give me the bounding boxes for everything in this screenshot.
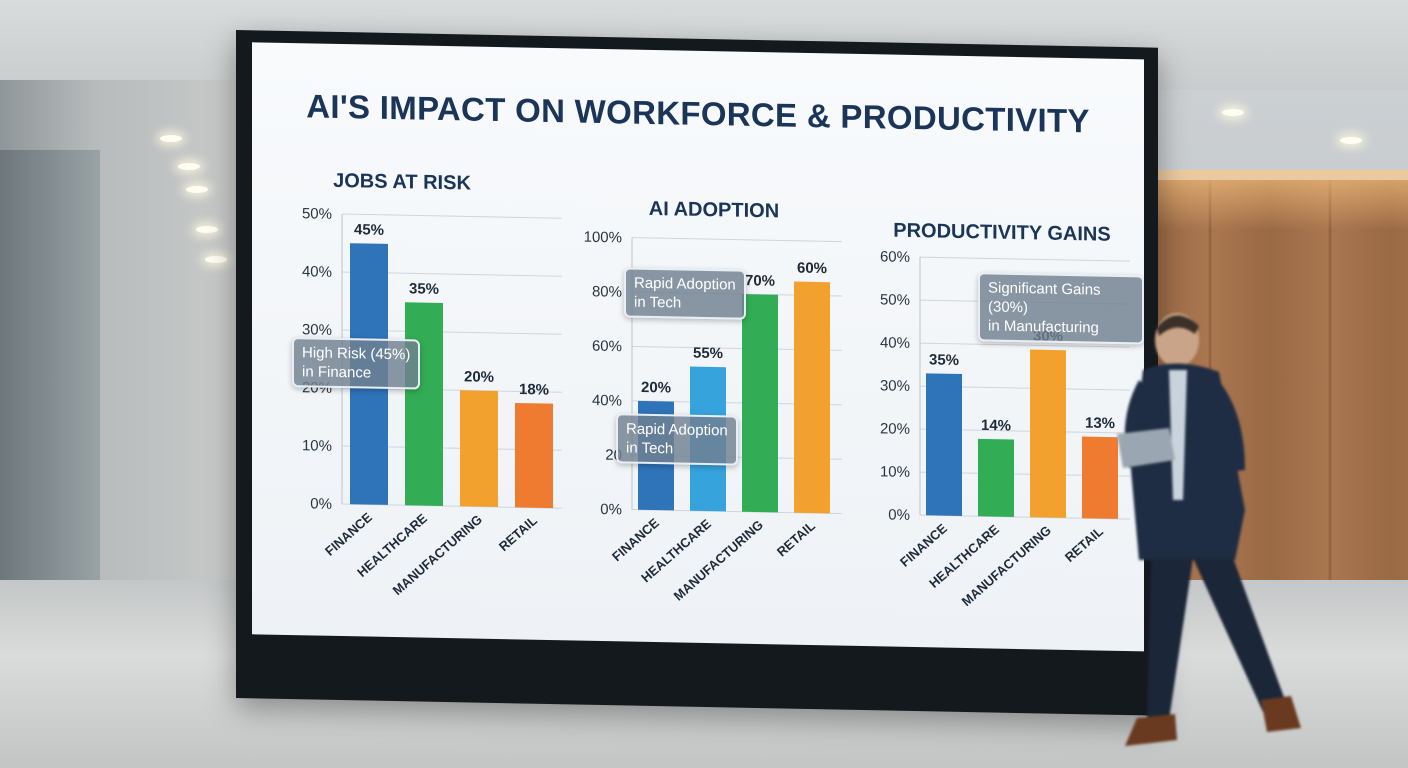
callout-rapid-adoption-bottom: Rapid Adoption in Tech (616, 413, 738, 466)
data-label-retail: 18% (519, 381, 549, 399)
data-label-finance: 45% (354, 221, 384, 239)
category-label-retail: RETAIL (774, 518, 818, 559)
callout-line: Rapid Adoption (626, 420, 728, 440)
chart-jobs-at-risk: JOBS AT RISK 0% 10% 20% 30% 40% 50% 45% FINANCE 3… (252, 42, 562, 640)
display-screen: AI'S IMPACT ON WORKFORCE & PRODUCTIVITY … (252, 42, 1144, 652)
y-tick-label: 60% (592, 338, 622, 356)
y-tick-label: 10% (302, 437, 332, 455)
bar-healthcare (405, 302, 443, 506)
y-tick-label: 10% (880, 463, 910, 481)
data-label-healthcare: 55% (693, 345, 723, 363)
chart-title-ai-adoption: AI ADOPTION (649, 198, 779, 223)
category-label-retail: RETAIL (496, 513, 540, 554)
y-tick-label: 60% (880, 248, 910, 266)
data-label-retail: 13% (1085, 415, 1115, 433)
chart-ai-adoption-svg: AI ADOPTION0%2040%60%80%100%20%FINANCE55… (584, 198, 842, 604)
chart-productivity-gains: PRODUCTIVITY GAINS 0% 10% 20% 30% 40% 50% 60% 35… (852, 54, 1144, 652)
category-label-manufacturing: MANUFACTURING (959, 523, 1054, 610)
chart-title-productivity-gains: PRODUCTIVITY GAINS (893, 220, 1110, 246)
y-tick-label: 40% (880, 334, 910, 352)
ceiling-light (1222, 109, 1244, 116)
y-tick-label: 0% (888, 507, 910, 524)
category-label-manufacturing: MANUFACTURING (671, 517, 766, 604)
data-label-healthcare: 35% (409, 280, 439, 298)
callout-high-risk: High Risk (45%) in Finance (292, 337, 421, 390)
ceiling-light (1340, 137, 1362, 144)
bar-retail (794, 281, 830, 514)
bar-manufacturing (742, 294, 778, 513)
y-tick-label: 30% (880, 377, 910, 395)
category-label-finance: FINANCE (897, 520, 950, 569)
y-tick-label: 40% (302, 263, 332, 281)
callout-line: in Tech (634, 293, 682, 312)
bar-manufacturing (1030, 349, 1066, 518)
ceiling-light (196, 226, 218, 233)
data-label-manufacturing: 70% (745, 272, 775, 290)
ceiling-light (205, 256, 227, 263)
ceiling-light (178, 163, 200, 170)
bar-finance (926, 373, 962, 516)
data-label-finance: 20% (641, 379, 671, 397)
y-tick-label: 100% (584, 229, 622, 247)
walking-person-figure (1117, 313, 1301, 746)
chart-productivity-gains-svg: PRODUCTIVITY GAINS 0% 10% 20% 30% 40% 50% 60% 35… (880, 220, 1130, 610)
y-tick-label: 50% (880, 291, 910, 309)
ceiling-light (186, 186, 208, 193)
data-label-retail: 60% (797, 260, 827, 278)
gridline (632, 237, 842, 243)
y-tick-label: 80% (592, 283, 622, 301)
bar-manufacturing (460, 390, 498, 508)
ceiling-light (160, 135, 182, 142)
callout-line: in Finance (302, 363, 372, 382)
bar-healthcare (978, 438, 1014, 517)
gridline (920, 342, 1130, 348)
category-label-finance: FINANCE (609, 515, 662, 564)
gridline (920, 256, 1130, 262)
data-label-finance: 35% (929, 351, 959, 369)
y-tick-label: 40% (592, 392, 622, 410)
data-label-manufacturing: 20% (464, 368, 494, 386)
callout-line: Rapid Adoption (634, 274, 736, 294)
callout-line: High Risk (45%) (302, 344, 411, 364)
y-tick-label: 20% (880, 420, 910, 438)
y-tick-label: 50% (302, 205, 332, 223)
wall-wash-light (1150, 170, 1408, 230)
gridline (342, 213, 562, 219)
callout-line: in Tech (626, 439, 674, 458)
data-label-healthcare: 14% (981, 417, 1011, 435)
bar-retail (515, 402, 553, 509)
left-window (0, 150, 100, 590)
y-tick-label: 30% (302, 321, 332, 339)
y-tick-label: 0% (600, 501, 622, 518)
bar-retail (1082, 436, 1118, 519)
y-tick-label: 0% (310, 495, 332, 512)
display-board: AI'S IMPACT ON WORKFORCE & PRODUCTIVITY … (236, 30, 1158, 716)
callout-rapid-adoption-top: Rapid Adoption in Tech (624, 267, 746, 320)
chart-title-jobs-at-risk: JOBS AT RISK (333, 170, 471, 195)
chart-ai-adoption: AI ADOPTION 0% 20 40% 60% 80% 100% 20% FINANCE 55… (562, 48, 852, 646)
category-label-finance: FINANCE (322, 509, 375, 558)
